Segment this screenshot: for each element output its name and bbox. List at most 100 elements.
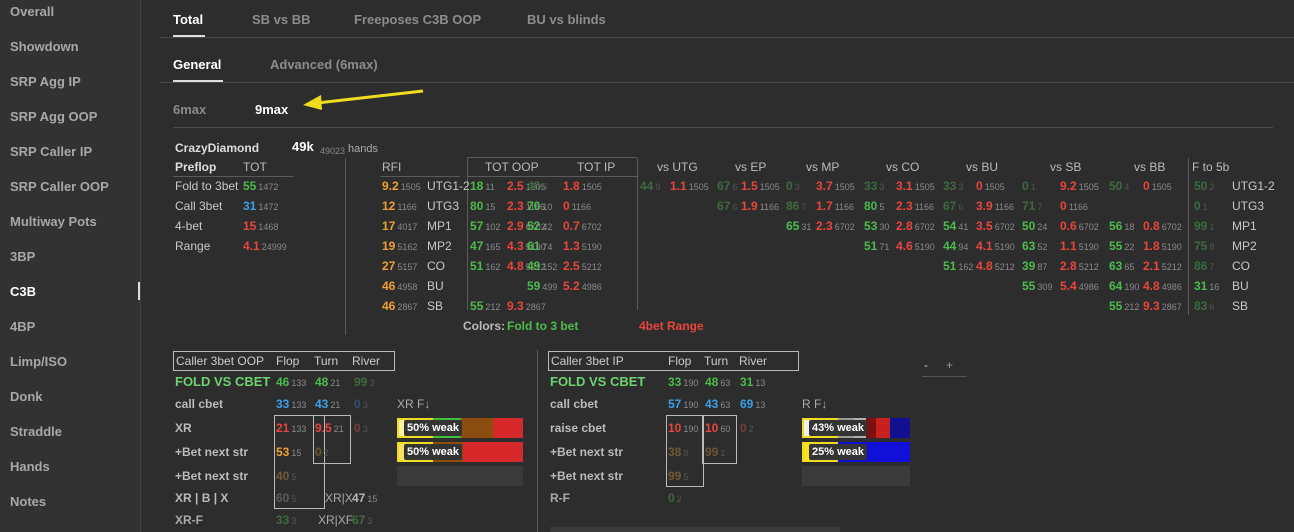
stat-cell: 46 2867: [382, 298, 417, 315]
sidebar-item[interactable]: C3B: [10, 284, 37, 299]
bar-segment: [493, 418, 523, 438]
stat-cell: 1.7 1166: [816, 198, 854, 215]
stat-value: 9.3: [1143, 299, 1160, 313]
sidebar-item[interactable]: SRP Caller OOP: [10, 179, 109, 194]
stat-count: 11: [485, 182, 495, 192]
stat-cell: 44 9: [640, 178, 660, 195]
stat-value: 70: [527, 199, 541, 213]
sidebar-item[interactable]: 3BP: [10, 249, 36, 264]
stat-value: 80: [864, 199, 878, 213]
sidebar-item[interactable]: Hands: [10, 459, 50, 474]
stat-value: 3.5: [976, 219, 993, 233]
sidebar-item[interactable]: Overall: [10, 4, 55, 19]
stat-cell: 4.8 5212: [507, 258, 546, 275]
stat-value: 67: [717, 179, 731, 193]
stat-cell: 18 11: [470, 178, 495, 195]
highlight-box: [313, 415, 351, 464]
stat-cell: 55 212: [470, 298, 500, 315]
active-marker: [138, 282, 140, 300]
row-label: XR: [175, 421, 192, 435]
sidebar-item[interactable]: SRP Agg OOP: [10, 109, 98, 124]
stat-value: 2.8: [896, 219, 913, 233]
stat-value: 2.5: [507, 179, 524, 193]
stat-value: 57: [668, 397, 682, 411]
stat-count: 1505: [400, 182, 421, 192]
panel-header: Caller 3bet OOP: [176, 354, 265, 368]
side-label: XR|XF: [318, 513, 354, 527]
stat-value: 65: [786, 219, 800, 233]
tab[interactable]: 6max: [173, 102, 207, 117]
sidebar-item[interactable]: SRP Agg IP: [10, 74, 81, 89]
column-header: vs BU: [966, 160, 999, 174]
stat-value: 12: [382, 199, 396, 213]
stat-count: 309: [1037, 282, 1053, 292]
panel-divider: [537, 350, 538, 532]
empty-bar: [802, 466, 910, 486]
stat-value: 1.5: [741, 179, 758, 193]
zoom-in[interactable]: +: [946, 358, 954, 372]
tab[interactable]: Advanced (6max): [270, 57, 378, 72]
stat-count: 22: [1124, 242, 1135, 252]
stat-count: 5: [291, 472, 297, 482]
stat-cell: 4.8 4986: [1143, 278, 1182, 295]
arrow: [303, 89, 424, 110]
position-label: CO: [427, 259, 445, 273]
stat-count: 5190: [994, 242, 1015, 252]
stat-count: 2: [676, 494, 682, 504]
zoom-out[interactable]: -: [924, 358, 928, 372]
legend-item: 4bet Range: [639, 319, 704, 333]
highlight-box: [274, 415, 325, 509]
sidebar-item[interactable]: Multiway Pots: [10, 214, 97, 229]
stat-count: 6702: [994, 222, 1015, 232]
stat-cell: 31 1472: [243, 198, 278, 215]
side-label: XR F↓: [397, 397, 431, 411]
stat-count: 5212: [1161, 262, 1182, 272]
tab[interactable]: General: [173, 57, 222, 72]
sidebar-item[interactable]: Donk: [10, 389, 43, 404]
stat-value: 1.9: [741, 199, 758, 213]
stat-count: 1505: [525, 182, 546, 192]
tab[interactable]: Freeposes C3B OOP: [354, 12, 482, 27]
stat-value: 99: [354, 375, 368, 389]
stat-value: 53: [276, 445, 290, 459]
tab[interactable]: BU vs blinds: [527, 12, 606, 27]
sidebar-item[interactable]: SRP Caller IP: [10, 144, 93, 159]
position-label: MP2: [1232, 239, 1257, 253]
stat-value: 1.7: [816, 199, 833, 213]
stat-count: 6: [732, 182, 738, 192]
stat-count: 87: [1037, 262, 1048, 272]
sidebar-item[interactable]: Straddle: [10, 424, 63, 439]
stat-count: 1: [1030, 182, 1036, 192]
stat-value: 0: [740, 421, 747, 435]
stat-value: 57: [470, 219, 484, 233]
stat-count: 63: [720, 378, 731, 388]
stat-count: 133: [291, 378, 307, 388]
stat-count: 7: [1209, 262, 1215, 272]
sidebar-item[interactable]: 4BP: [10, 319, 36, 334]
tab[interactable]: SB vs BB: [252, 12, 311, 27]
stat-value: 48: [315, 375, 329, 389]
stat-count: 18: [1124, 222, 1135, 232]
stat-count: 21: [330, 378, 341, 388]
stat-value: 2.3: [896, 199, 913, 213]
sidebar-item[interactable]: Showdown: [10, 39, 79, 54]
stat-count: 1166: [1068, 202, 1089, 212]
sidebar-item[interactable]: Notes: [10, 494, 47, 509]
tab[interactable]: 9max: [255, 102, 289, 117]
panel-header-box: [548, 351, 799, 371]
stat-count: 3: [879, 182, 885, 192]
stat-value: 9.5: [315, 421, 332, 435]
position-label: MP2: [427, 239, 452, 253]
stat-cell: 9.3 2867: [1143, 298, 1182, 315]
stat-cell: 4.1 24999: [243, 238, 287, 255]
tab[interactable]: Total: [173, 12, 204, 27]
stat-count: 6702: [525, 222, 546, 232]
bar-segment: [876, 418, 890, 438]
stat-cell: 55 309: [1022, 278, 1052, 295]
sidebar-item[interactable]: Limp/ISO: [10, 354, 68, 369]
stat-cell: 49 152: [527, 258, 557, 275]
